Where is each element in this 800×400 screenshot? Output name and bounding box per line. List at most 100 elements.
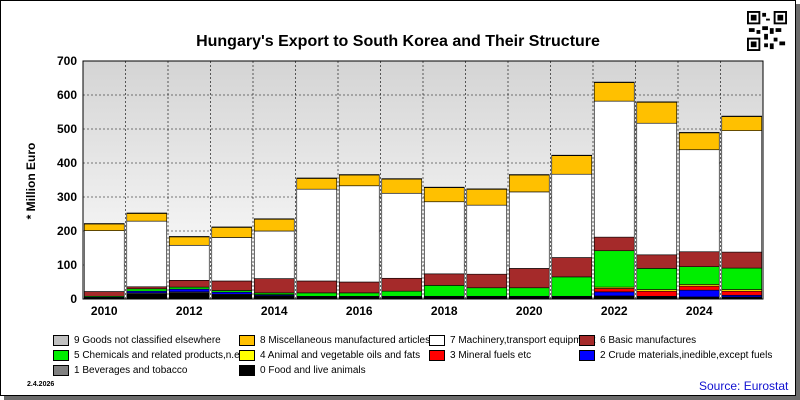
y-tick-label: 100 [57,258,77,272]
legend-label: 8 Miscellaneous manufactured articles [260,335,431,346]
bar-segment [126,213,168,222]
x-tick-label: 2014 [261,304,288,318]
bar-segment [83,223,125,231]
legend-label: 3 Mineral fuels etc [450,350,532,361]
legend-label: 7 Machinery,transport equipment [450,335,596,346]
bar-segment [211,237,253,282]
bar-segment [211,280,253,291]
bar-segment [466,204,508,275]
bar-segment [423,187,465,203]
bar-segment [593,81,635,83]
bar-segment [423,201,465,275]
bar-segment [466,188,508,190]
bar-segment [83,223,125,225]
bar-segment [168,244,210,281]
bar-segment [381,178,423,194]
bar-segment [126,293,168,300]
x-tick-label: 2018 [431,304,458,318]
bar-segment [593,100,635,238]
legend-swatch [239,335,255,346]
bar-segment [593,82,635,102]
bar-segment [296,178,338,190]
bar-segment [551,257,593,278]
legend-label: 9 Goods not classified elsewhere [74,335,221,346]
qr-code-icon [747,11,787,51]
legend-label: 6 Basic manufactures [600,335,697,346]
legend-swatch [579,335,595,346]
bar-segment [636,290,678,297]
bar-segment [381,290,423,297]
y-tick-label: 700 [57,54,77,68]
date-stamp: 2.4.2026 [27,381,55,388]
legend-swatch [429,335,445,346]
x-tick-label: 2010 [91,304,118,318]
legend-swatch [429,350,445,361]
bars [83,81,763,300]
x-tick-label: 2016 [346,304,373,318]
bar-segment [253,230,295,279]
bar-segment [168,236,210,246]
bar-segment [678,132,720,134]
legend-swatch [53,335,69,346]
bar-segment [211,226,253,228]
bar-segment [126,288,168,292]
y-tick-label: 300 [57,190,77,204]
legend-swatch [579,350,595,361]
bar-segment [338,292,380,297]
legend-item: 8 Miscellaneous manufactured articles [239,335,430,346]
bar-segment [721,267,763,290]
bar-segment [508,287,550,297]
bar-segment [636,101,678,124]
legend-swatch [53,365,69,376]
bar-segment [168,279,210,288]
bar-segment [636,122,678,256]
legend-item: 4 Animal and vegetable oils and fats [239,350,420,361]
x-tick-label: 2024 [686,304,713,318]
bar-segment [338,174,380,187]
y-tick-label: 200 [57,224,77,238]
bar-segment [593,250,635,288]
bar-segment [636,101,678,103]
bar-segment [296,280,338,294]
bar-segment [551,154,593,156]
legend-swatch [239,365,255,376]
bar-segment [508,174,550,193]
bar-segment [721,115,763,117]
bar-segment [168,288,210,293]
y-tick-label: 500 [57,122,77,136]
legend-item: 0 Food and live animals [239,365,366,376]
x-tick-label: 2022 [601,304,628,318]
bar-segment [338,174,380,176]
x-tick-label: 2020 [516,304,543,318]
bar-segment [126,212,168,214]
legend-item: 7 Machinery,transport equipment [429,335,595,346]
bar-segment [721,130,763,253]
legend-label: 1 Beverages and tobacco [74,365,188,376]
bar-segment [423,186,465,188]
bar-segment [636,254,678,269]
legend-label: 0 Food and live animals [260,365,366,376]
x-tick-label: 2012 [176,304,203,318]
bar-segment [211,294,253,300]
bar-segment [83,230,125,292]
bar-segment [168,286,210,290]
legend-item: 2 Crude materials,inedible,except fuels [579,350,772,361]
bar-segment [551,173,593,258]
bar-segment [466,188,508,206]
bar-segment [381,192,423,279]
chart-title: Hungary's Export to South Korea and Thei… [196,33,600,50]
legend-label: 2 Crude materials,inedible,except fuels [600,350,773,361]
bar-segment [678,251,720,268]
legend-item: 6 Basic manufactures [579,335,696,346]
bar-segment [423,285,465,297]
bar-segment [508,268,550,289]
bar-segment [678,285,720,291]
bar-segment [338,185,380,283]
bar-segment [381,178,423,180]
legend-swatch [53,350,69,361]
y-tick-label: 400 [57,156,77,170]
y-tick-label: 0 [70,292,77,306]
bar-segment [126,286,168,290]
bar-segment [508,174,550,176]
bar-segment [636,268,678,290]
